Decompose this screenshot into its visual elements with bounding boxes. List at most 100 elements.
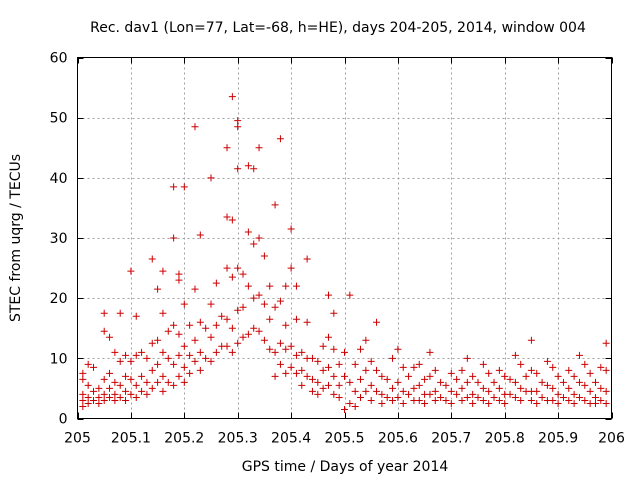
data-point — [346, 291, 354, 299]
data-point — [212, 348, 220, 356]
data-point — [485, 399, 493, 407]
y-tick-label: 10 — [50, 351, 68, 367]
data-point — [234, 339, 242, 347]
data-point — [303, 372, 311, 380]
data-point — [319, 366, 327, 374]
data-point — [244, 162, 252, 170]
data-point — [389, 396, 397, 404]
data-point — [250, 165, 258, 173]
data-point — [202, 324, 210, 332]
data-point — [394, 393, 402, 401]
data-point — [335, 381, 343, 389]
data-point — [378, 390, 386, 398]
data-point — [298, 366, 306, 374]
data-point — [554, 399, 562, 407]
data-point — [330, 372, 338, 380]
data-point — [292, 351, 300, 359]
data-point — [223, 213, 231, 221]
data-point — [234, 117, 242, 125]
data-point — [100, 309, 108, 317]
data-point — [175, 372, 183, 380]
data-point — [581, 381, 589, 389]
data-point — [346, 378, 354, 386]
x-tick-label: 205.8 — [485, 431, 525, 447]
data-point — [469, 399, 477, 407]
data-point — [276, 297, 284, 305]
axis-ticks — [77, 57, 613, 420]
data-point — [495, 396, 503, 404]
data-point — [239, 303, 247, 311]
data-point — [458, 396, 466, 404]
data-point — [84, 360, 92, 368]
data-point — [351, 387, 359, 395]
data-point — [154, 336, 162, 344]
data-point — [292, 369, 300, 377]
data-point — [383, 393, 391, 401]
data-point — [287, 342, 295, 350]
data-point — [122, 372, 130, 380]
data-point — [255, 234, 263, 242]
grid-lines — [77, 57, 612, 419]
data-point — [79, 375, 87, 383]
data-point — [138, 372, 146, 380]
data-point — [234, 165, 242, 173]
data-point — [170, 234, 178, 242]
data-point — [330, 345, 338, 353]
data-point — [308, 375, 316, 383]
data-point — [581, 360, 589, 368]
data-point — [357, 393, 365, 401]
data-point — [575, 393, 583, 401]
data-point — [143, 390, 151, 398]
data-point — [228, 324, 236, 332]
data-point — [228, 216, 236, 224]
data-point — [282, 369, 290, 377]
data-point — [565, 366, 573, 374]
data-point — [399, 387, 407, 395]
data-point — [191, 285, 199, 293]
data-point — [95, 384, 103, 392]
data-point — [79, 390, 87, 398]
data-point — [255, 291, 263, 299]
data-point — [138, 387, 146, 395]
data-point — [421, 399, 429, 407]
data-point — [239, 333, 247, 341]
data-point — [218, 312, 226, 320]
data-point — [517, 360, 525, 368]
data-point — [116, 381, 124, 389]
data-point — [447, 387, 455, 395]
data-point — [533, 369, 541, 377]
data-point — [565, 396, 573, 404]
data-point — [244, 282, 252, 290]
data-point — [373, 318, 381, 326]
data-point — [373, 387, 381, 395]
y-tick-label: 30 — [50, 231, 68, 247]
data-point — [474, 378, 482, 386]
data-point — [207, 174, 215, 182]
x-tick-label: 206 — [598, 431, 625, 447]
data-point — [207, 357, 215, 365]
data-point — [394, 378, 402, 386]
data-point — [602, 366, 610, 374]
data-point — [154, 285, 162, 293]
data-point — [602, 399, 610, 407]
data-point — [501, 372, 509, 380]
data-point — [271, 201, 279, 209]
data-point — [106, 384, 114, 392]
data-point — [527, 366, 535, 374]
data-point — [314, 390, 322, 398]
data-point — [453, 390, 461, 398]
data-point — [324, 363, 332, 371]
data-point — [543, 357, 551, 365]
data-point — [271, 372, 279, 380]
data-point — [330, 390, 338, 398]
y-tick-label: 40 — [50, 171, 68, 187]
data-point — [597, 396, 605, 404]
data-point — [602, 387, 610, 395]
data-point — [554, 372, 562, 380]
data-point — [463, 393, 471, 401]
data-point — [79, 396, 87, 404]
data-point — [591, 399, 599, 407]
data-point — [458, 384, 466, 392]
data-point — [575, 351, 583, 359]
data-point — [122, 387, 130, 395]
